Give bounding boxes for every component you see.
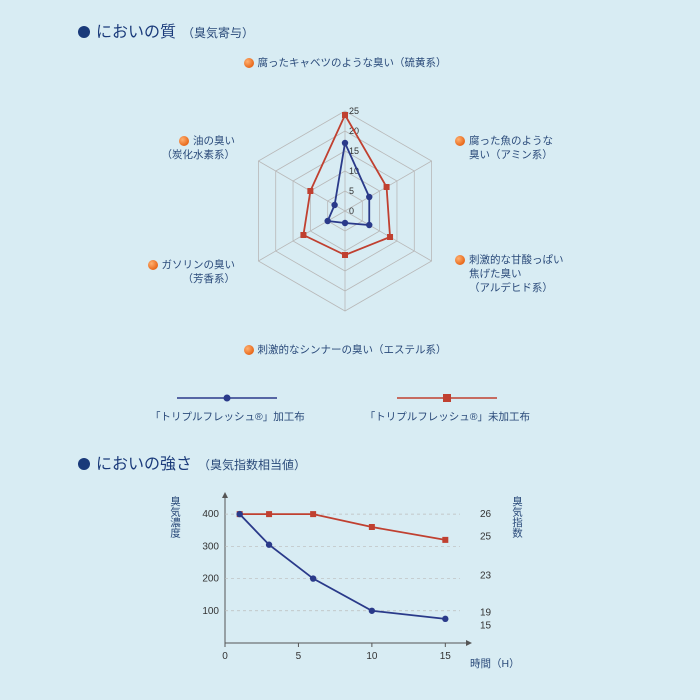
radar-chart: 0510152025 腐ったキャベツのような臭い（硫黄系） 腐った魚のような 臭… — [105, 48, 585, 368]
axis-label-2: 刺激的な甘酸っぱい 焦げた臭い （アルデヒド系） — [455, 253, 605, 296]
section-strength: においの強さ （臭気指数相当値） — [78, 450, 638, 474]
legend-label-a: 「トリプルフレッシュ®」加工布 — [150, 409, 305, 424]
svg-text:19: 19 — [480, 607, 492, 618]
y1-axis-title: 臭気濃度 — [168, 496, 183, 538]
section1-title: においの質 — [96, 18, 176, 42]
line-svg: 100 200 300 400 0 5 10 15 26 25 23 19 15 — [150, 478, 570, 678]
svg-text:300: 300 — [202, 541, 219, 552]
orange-dot-icon — [455, 136, 465, 146]
orange-dot-icon — [179, 136, 189, 146]
legend-item-b: 「トリプルフレッシュ®」未加工布 — [365, 391, 530, 424]
svg-text:0: 0 — [349, 206, 354, 216]
section2-header: においの強さ （臭気指数相当値） — [78, 450, 638, 474]
legend-marker-b — [397, 391, 497, 405]
section2-subtitle: （臭気指数相当値） — [198, 456, 306, 473]
y2-axis-title: 臭気指数 — [510, 496, 525, 538]
axis-label-4: ガソリンの臭い （芳香系） — [105, 258, 235, 286]
svg-text:23: 23 — [480, 570, 492, 581]
svg-text:200: 200 — [202, 574, 219, 585]
legend-marker-a — [177, 391, 277, 405]
bullet-icon — [78, 26, 90, 38]
section2-title: においの強さ — [96, 450, 192, 474]
svg-text:15: 15 — [480, 620, 492, 631]
svg-text:5: 5 — [296, 651, 302, 662]
svg-text:5: 5 — [349, 186, 354, 196]
svg-text:25: 25 — [480, 532, 492, 543]
svg-text:25: 25 — [349, 106, 359, 116]
x-axis-title: 時間（H） — [470, 656, 520, 671]
section-quality: においの質 （臭気寄与） — [78, 18, 638, 42]
radar-svg: 0510152025 — [105, 48, 585, 368]
orange-dot-icon — [148, 260, 158, 270]
axis-label-5: 油の臭い （炭化水素系） — [135, 134, 235, 162]
svg-text:100: 100 — [202, 606, 219, 617]
orange-dot-icon — [455, 255, 465, 265]
section1-header: においの質 （臭気寄与） — [78, 18, 638, 42]
axis-label-1: 腐った魚のような 臭い（アミン系） — [455, 134, 595, 162]
radar-legend: 「トリプルフレッシュ®」加工布 「トリプルフレッシュ®」未加工布 — [100, 383, 580, 424]
orange-dot-icon — [244, 58, 254, 68]
line-chart: 100 200 300 400 0 5 10 15 26 25 23 19 15 臭気濃度 臭気指数 時… — [150, 478, 570, 678]
svg-text:15: 15 — [440, 651, 452, 662]
legend-label-b: 「トリプルフレッシュ®」未加工布 — [365, 409, 530, 424]
axis-label-3: 刺激的なシンナーの臭い（エステル系） — [205, 343, 485, 357]
svg-text:26: 26 — [480, 509, 492, 520]
axis-label-0: 腐ったキャベツのような臭い（硫黄系） — [210, 56, 480, 70]
svg-text:0: 0 — [222, 651, 228, 662]
orange-dot-icon — [244, 345, 254, 355]
legend-item-a: 「トリプルフレッシュ®」加工布 — [150, 391, 305, 424]
svg-text:400: 400 — [202, 509, 219, 520]
svg-text:10: 10 — [366, 651, 378, 662]
section1-subtitle: （臭気寄与） — [182, 24, 254, 41]
bullet-icon — [78, 458, 90, 470]
